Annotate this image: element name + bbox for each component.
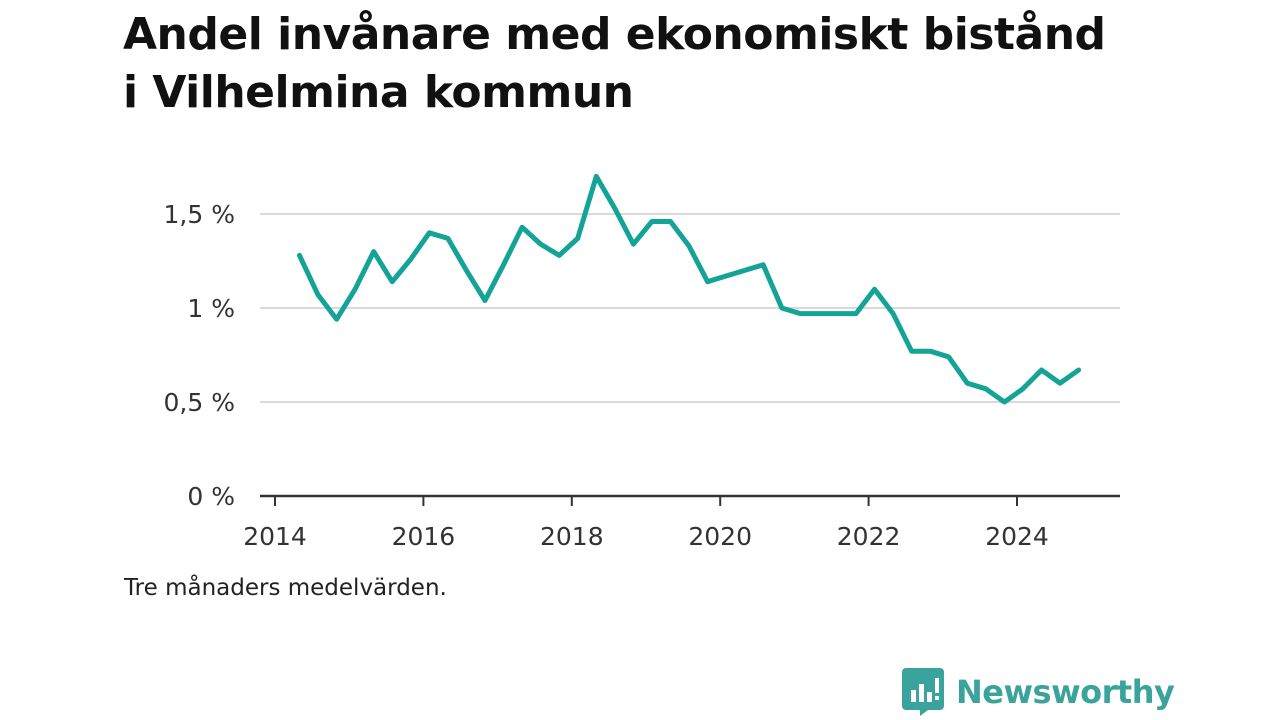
series-line — [297, 173, 1082, 405]
newsworthy-logo-icon — [902, 668, 944, 716]
y-tick-label: 0,5 % — [164, 388, 235, 417]
chart-note: Tre månaders medelvärden. — [124, 575, 447, 601]
y-tick-label: 1,5 % — [164, 200, 235, 229]
logo-name: Newsworthy — [956, 673, 1175, 711]
x-axis — [260, 494, 1120, 506]
x-tick-label: 2016 — [392, 522, 456, 551]
x-tick-label: 2022 — [837, 522, 901, 551]
x-tick-label: 2020 — [688, 522, 752, 551]
y-tick-label: 1 % — [187, 294, 235, 323]
y-tick-label: 0 % — [187, 482, 235, 511]
series — [297, 173, 1082, 405]
y-axis-labels: 0 % 0,5 % 1 % 1,5 % — [164, 200, 235, 511]
chart-title: Andel invånare med ekonomiskt bistånd i … — [123, 9, 1106, 118]
x-tick-label: 2018 — [540, 522, 604, 551]
x-axis-labels: 2014 2016 2018 2020 2022 2024 — [243, 522, 1049, 551]
x-tick-label: 2024 — [985, 522, 1049, 551]
gridlines — [260, 213, 1120, 403]
x-tick-label: 2014 — [243, 522, 307, 551]
newsworthy-logo: Newsworthy — [902, 668, 1175, 716]
